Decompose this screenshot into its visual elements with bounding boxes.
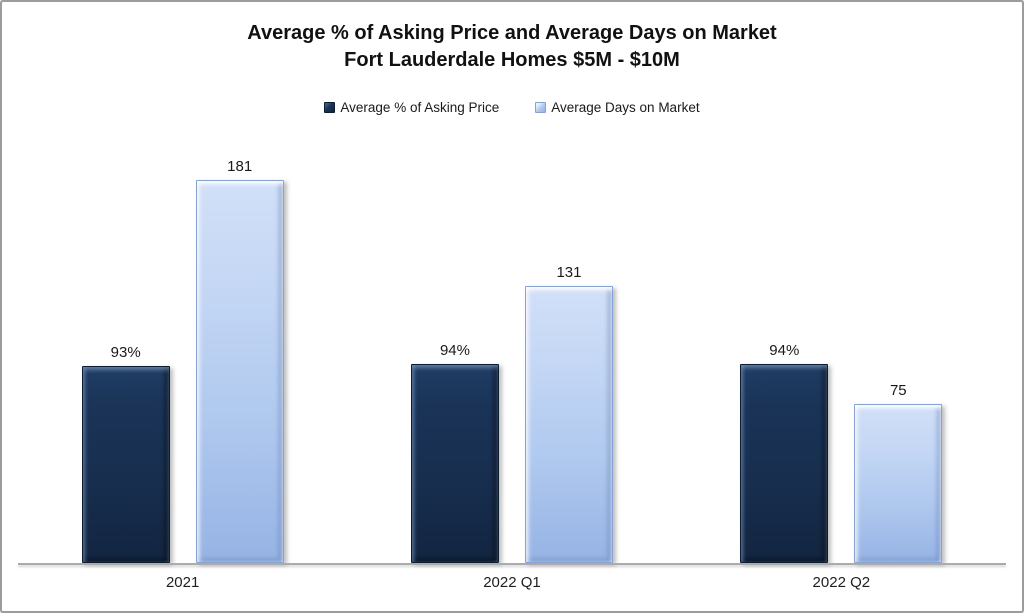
x-axis-line: [18, 563, 1006, 565]
bar-wrap-avg-asking-price-2022-q1: 94%: [410, 342, 499, 563]
bar-wrap-avg-days-on-market-2022-q2: 75: [854, 382, 943, 563]
legend: Average % of Asking Price Average Days o…: [2, 100, 1022, 115]
bar-avg-days-on-market-2022-q2: [854, 404, 943, 563]
plot-area: 93% 181 94% 131 94% 75 2021 2022 Q1 2022 Q2: [18, 128, 1006, 591]
bar-avg-asking-price-2021: [81, 366, 170, 563]
category-label-2021: 2021: [165, 574, 200, 591]
bar-wrap-avg-asking-price-2022-q2: 94%: [740, 342, 829, 563]
legend-swatch-days-on-market-icon: [535, 102, 547, 113]
category-label-2022-q1: 2022 Q1: [483, 574, 541, 591]
legend-item-asking-price: Average % of Asking Price: [324, 100, 499, 115]
data-label-avg-days-on-market-2022-q1: 131: [556, 264, 582, 281]
bar-group-2021: 93% 181: [18, 128, 347, 563]
bar-groups: 93% 181 94% 131 94% 75: [18, 128, 1006, 563]
bar-avg-days-on-market-2021: [195, 180, 284, 563]
bar-avg-asking-price-2022-q1: [410, 364, 499, 563]
bar-avg-days-on-market-2022-q1: [524, 286, 613, 563]
legend-item-days-on-market: Average Days on Market: [535, 100, 700, 115]
chart-title: Average % of Asking Price and Average Da…: [2, 20, 1022, 74]
bar-wrap-avg-days-on-market-2021: 181: [195, 158, 284, 563]
legend-label-asking-price: Average % of Asking Price: [340, 100, 500, 115]
bar-avg-asking-price-2022-q2: [740, 364, 829, 563]
data-label-avg-asking-price-2022-q1: 94%: [439, 342, 470, 359]
bar-wrap-avg-asking-price-2021: 93%: [81, 344, 170, 563]
category-label-2022-q2: 2022 Q2: [812, 574, 871, 591]
data-label-avg-days-on-market-2021: 181: [227, 158, 253, 175]
legend-label-days-on-market: Average Days on Market: [551, 100, 700, 115]
bar-group-2022-q1: 94% 131: [347, 128, 676, 563]
data-label-avg-asking-price-2022-q2: 94%: [769, 342, 800, 359]
category-axis-labels: 2021 2022 Q1 2022 Q2: [18, 574, 1006, 591]
data-label-avg-asking-price-2021: 93%: [110, 344, 141, 361]
bar-wrap-avg-days-on-market-2022-q1: 131: [524, 264, 613, 563]
chart-title-line2: Fort Lauderdale Homes $5M - $10M: [344, 49, 680, 71]
legend-swatch-asking-price-icon: [324, 102, 336, 113]
chart-title-line1: Average % of Asking Price and Average Da…: [247, 22, 777, 44]
data-label-avg-days-on-market-2022-q2: 75: [889, 382, 907, 399]
bar-group-2022-q2: 94% 75: [677, 128, 1006, 563]
